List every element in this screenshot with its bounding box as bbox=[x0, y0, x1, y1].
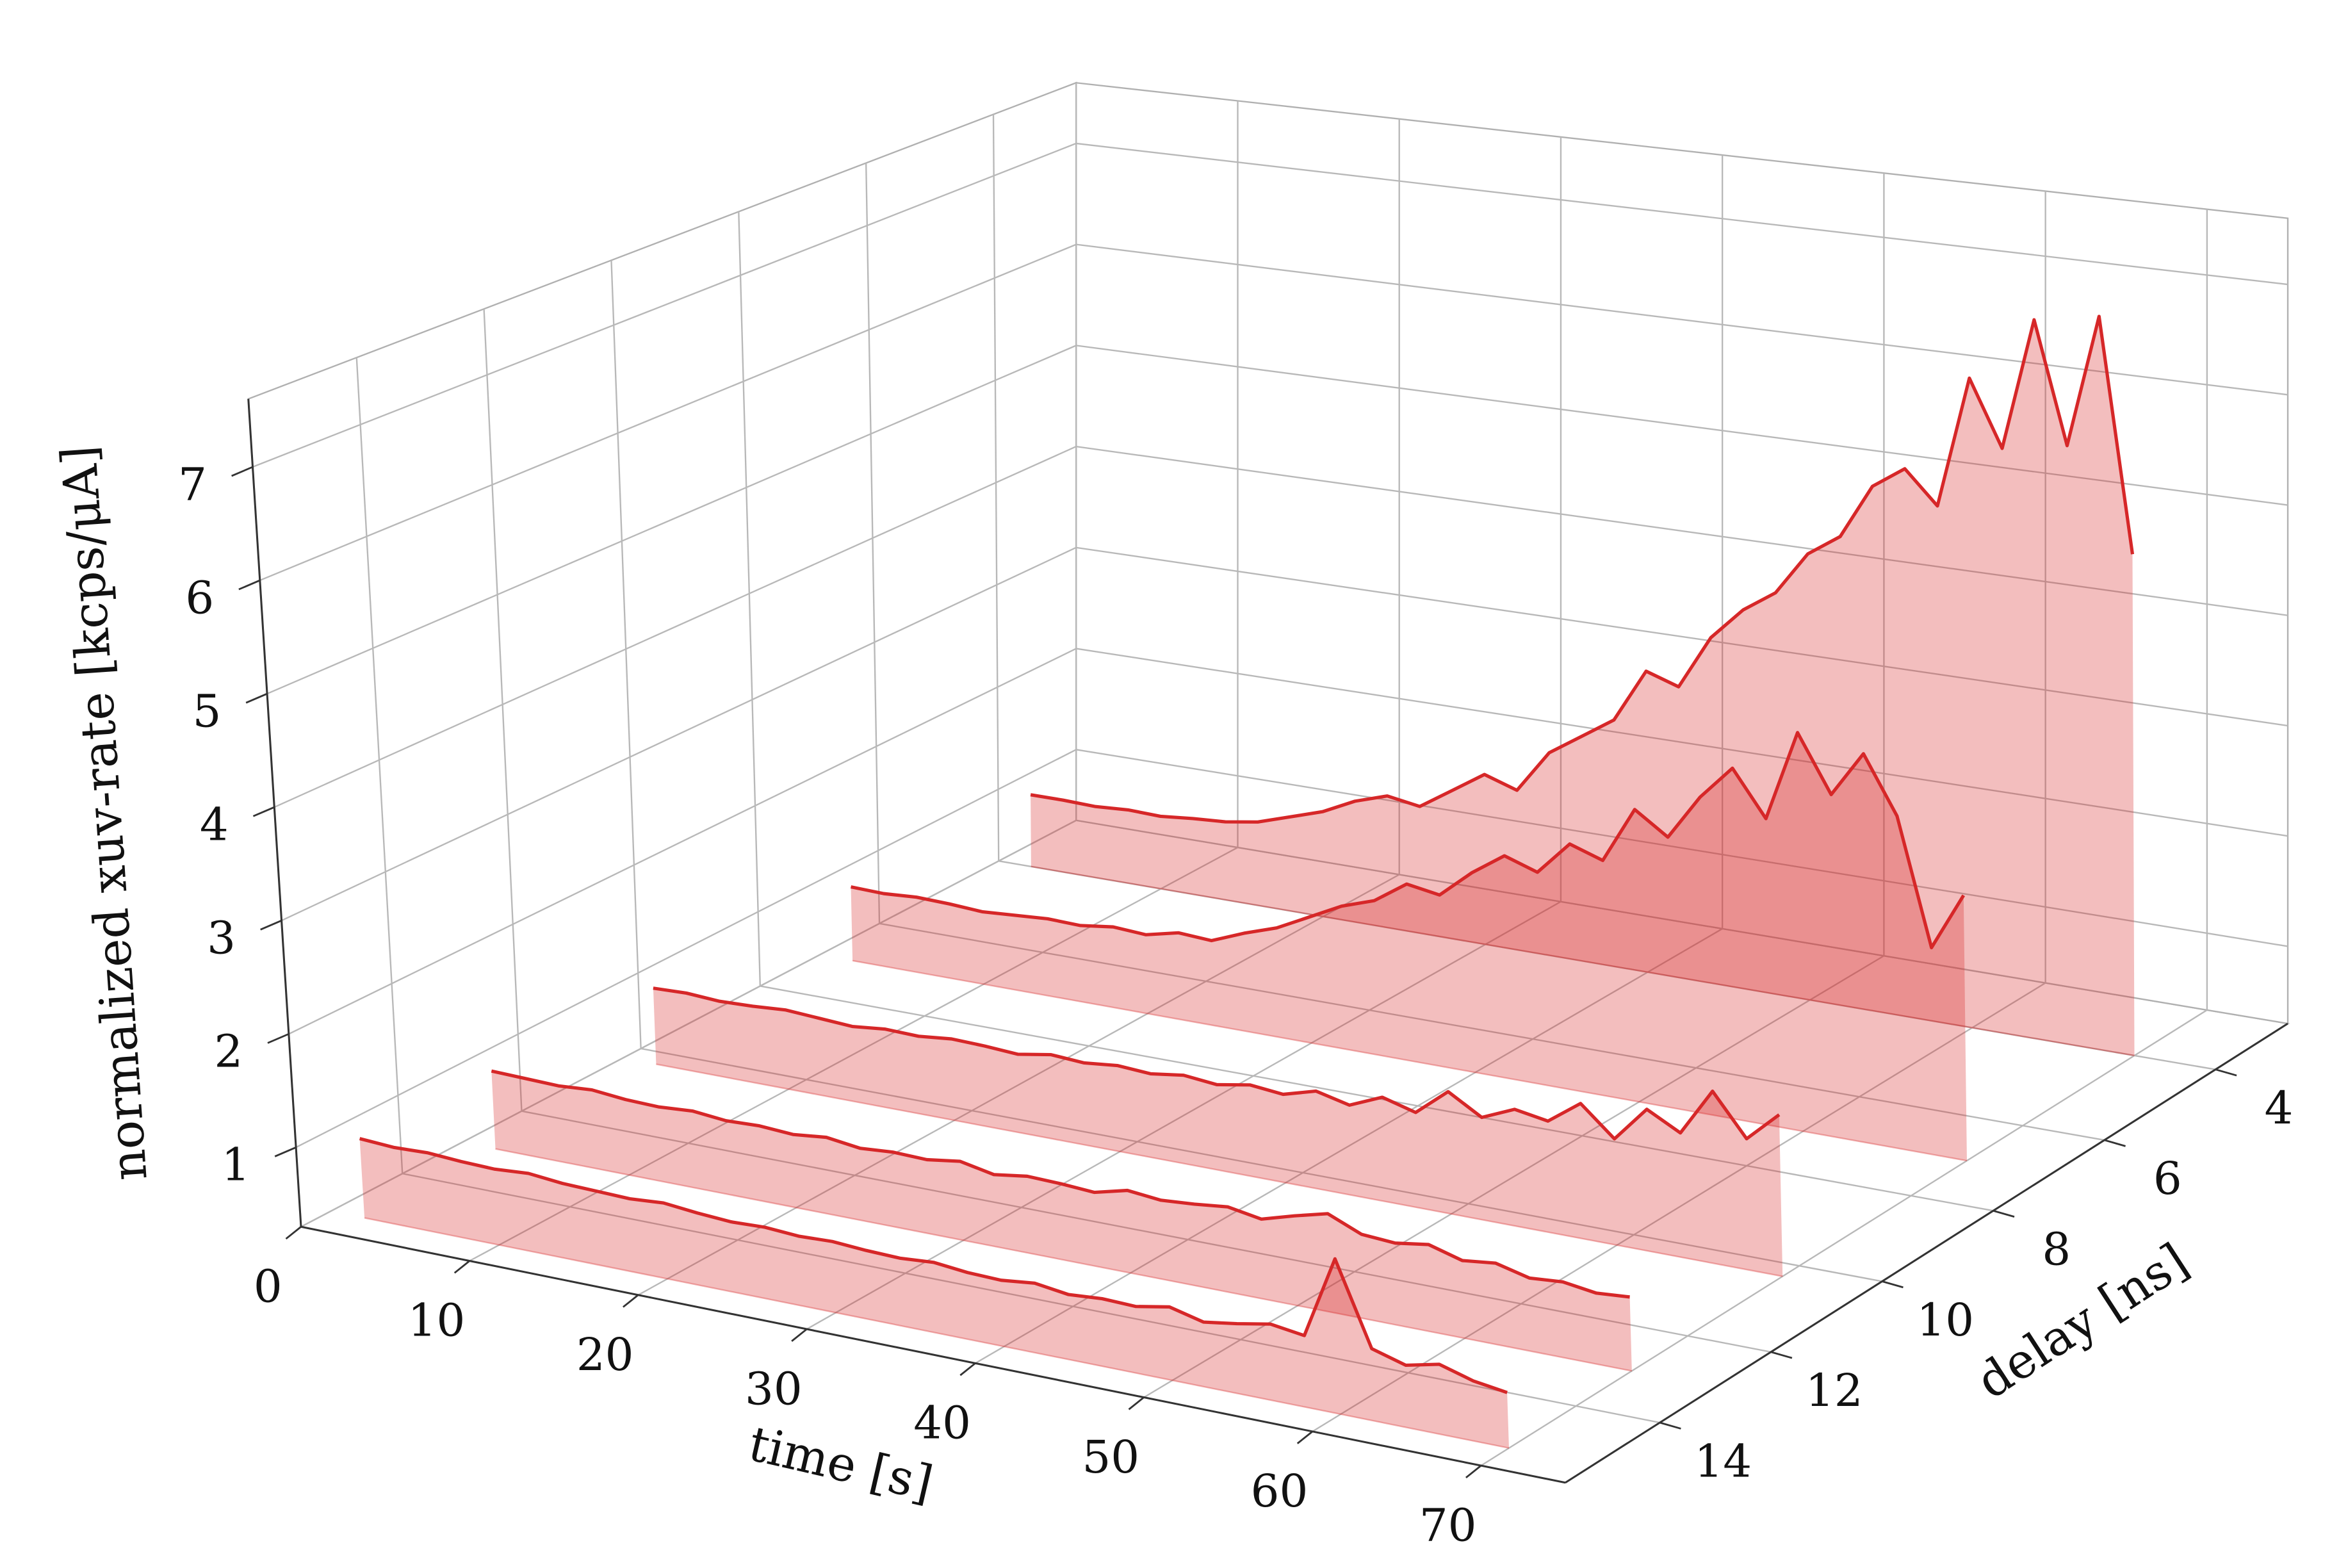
x-tick-label: 70 bbox=[1419, 1499, 1477, 1551]
y-tick-label: 14 bbox=[1694, 1435, 1752, 1487]
x-tick bbox=[1465, 1465, 1482, 1479]
z-tick-label: 1 bbox=[222, 1139, 250, 1191]
grid-line bbox=[281, 546, 1077, 922]
z-tick-label: 5 bbox=[193, 685, 222, 737]
series-line bbox=[1030, 314, 2135, 824]
series-line bbox=[653, 986, 1781, 1141]
grid-line bbox=[273, 446, 1077, 808]
z-tick-label: 4 bbox=[200, 799, 229, 851]
grid-line bbox=[521, 1110, 1772, 1353]
grid-line bbox=[295, 749, 1077, 1148]
z-tick bbox=[274, 1147, 297, 1157]
x-axis-title: time [s] bbox=[744, 1415, 938, 1512]
grid-line bbox=[300, 819, 1077, 1228]
area-baseline bbox=[852, 960, 1968, 1162]
x-tick bbox=[1296, 1430, 1314, 1444]
z-tick bbox=[260, 919, 282, 931]
x-tick-label: 40 bbox=[913, 1397, 971, 1450]
x-tick-label: 30 bbox=[745, 1362, 803, 1415]
grid-line bbox=[975, 927, 1723, 1364]
x-tick bbox=[453, 1260, 471, 1274]
area-baseline bbox=[364, 1217, 1510, 1449]
grid-line bbox=[483, 309, 523, 1111]
area-fill bbox=[851, 732, 1967, 1161]
area-fill bbox=[491, 1071, 1632, 1371]
grid-line bbox=[355, 357, 404, 1174]
y-tick bbox=[2104, 1139, 2126, 1147]
area-fill bbox=[359, 1138, 1509, 1448]
z-tick-label: 6 bbox=[185, 571, 214, 624]
y-tick bbox=[2215, 1068, 2237, 1077]
y-tick bbox=[1770, 1351, 1793, 1359]
plot-area bbox=[359, 314, 2135, 1449]
x-tick-label: 10 bbox=[408, 1294, 466, 1347]
grid-line bbox=[1076, 546, 2288, 727]
x-tick bbox=[623, 1294, 639, 1308]
grid-line bbox=[992, 114, 1000, 862]
grid-line bbox=[1076, 142, 2288, 286]
x-axis-line bbox=[300, 1225, 1566, 1484]
grid-line bbox=[610, 260, 642, 1049]
grid bbox=[252, 83, 2288, 1467]
area-baseline bbox=[495, 1148, 1633, 1372]
grid-line bbox=[259, 243, 1077, 582]
z-axis-title: normalized xuv-rate [kcps/μA] bbox=[51, 444, 158, 1182]
x-tick bbox=[285, 1226, 302, 1240]
x-tick bbox=[791, 1328, 808, 1342]
x-tick-label: 50 bbox=[1082, 1431, 1139, 1483]
x-tick bbox=[1128, 1396, 1145, 1410]
grid-line bbox=[1076, 445, 2288, 616]
y-tick bbox=[1993, 1209, 2015, 1218]
grid-line bbox=[865, 163, 881, 924]
y-tick bbox=[1659, 1421, 1681, 1430]
y-tick-label: 12 bbox=[1806, 1364, 1863, 1417]
area-baseline bbox=[1031, 865, 2135, 1057]
grid-line bbox=[1076, 345, 2288, 506]
grid-line bbox=[637, 874, 1400, 1296]
area-fill bbox=[1031, 316, 2135, 1056]
panes bbox=[247, 81, 2290, 1483]
grid-line bbox=[879, 922, 2105, 1141]
z-tick bbox=[231, 466, 254, 477]
grid-line bbox=[1312, 982, 2046, 1432]
x-tick-label: 0 bbox=[254, 1260, 282, 1312]
y-tick-label: 10 bbox=[1916, 1294, 1974, 1346]
y-axis-title: delay [ns] bbox=[1967, 1232, 2198, 1410]
grid-line bbox=[252, 142, 1077, 468]
y-axis-line bbox=[1565, 1022, 2288, 1484]
z-tick-label: 3 bbox=[207, 912, 236, 965]
z-tick-label: 2 bbox=[214, 1025, 243, 1078]
area-fill bbox=[653, 988, 1783, 1277]
grid-line bbox=[1076, 648, 2288, 837]
z-axis-line bbox=[247, 398, 302, 1227]
series-line bbox=[359, 1137, 1508, 1394]
grid-line bbox=[402, 1173, 1660, 1424]
series-line bbox=[491, 1069, 1630, 1299]
series-line bbox=[851, 731, 1966, 950]
x-tick-label: 60 bbox=[1251, 1465, 1309, 1517]
z-tick bbox=[252, 806, 275, 817]
y-tick bbox=[1882, 1280, 1904, 1289]
z-tick bbox=[267, 1033, 289, 1044]
y-tick-label: 4 bbox=[2264, 1082, 2293, 1134]
grid-line bbox=[999, 860, 2216, 1070]
x-tick-label: 20 bbox=[576, 1328, 634, 1381]
y-tick-label: 8 bbox=[2042, 1223, 2071, 1276]
grid-line bbox=[266, 345, 1077, 695]
z-tick-label: 7 bbox=[178, 458, 207, 510]
x-tick bbox=[959, 1362, 976, 1376]
grid-line bbox=[288, 648, 1077, 1035]
z-tick bbox=[238, 579, 261, 591]
grid-line bbox=[640, 1047, 1882, 1282]
z-tick bbox=[245, 692, 268, 704]
grid-line bbox=[1076, 749, 2288, 947]
grid-line bbox=[806, 901, 1561, 1330]
grid-line bbox=[738, 211, 762, 986]
area-baseline bbox=[656, 1063, 1783, 1277]
grid-line bbox=[1480, 1009, 2208, 1467]
y-tick-label: 6 bbox=[2153, 1152, 2182, 1205]
